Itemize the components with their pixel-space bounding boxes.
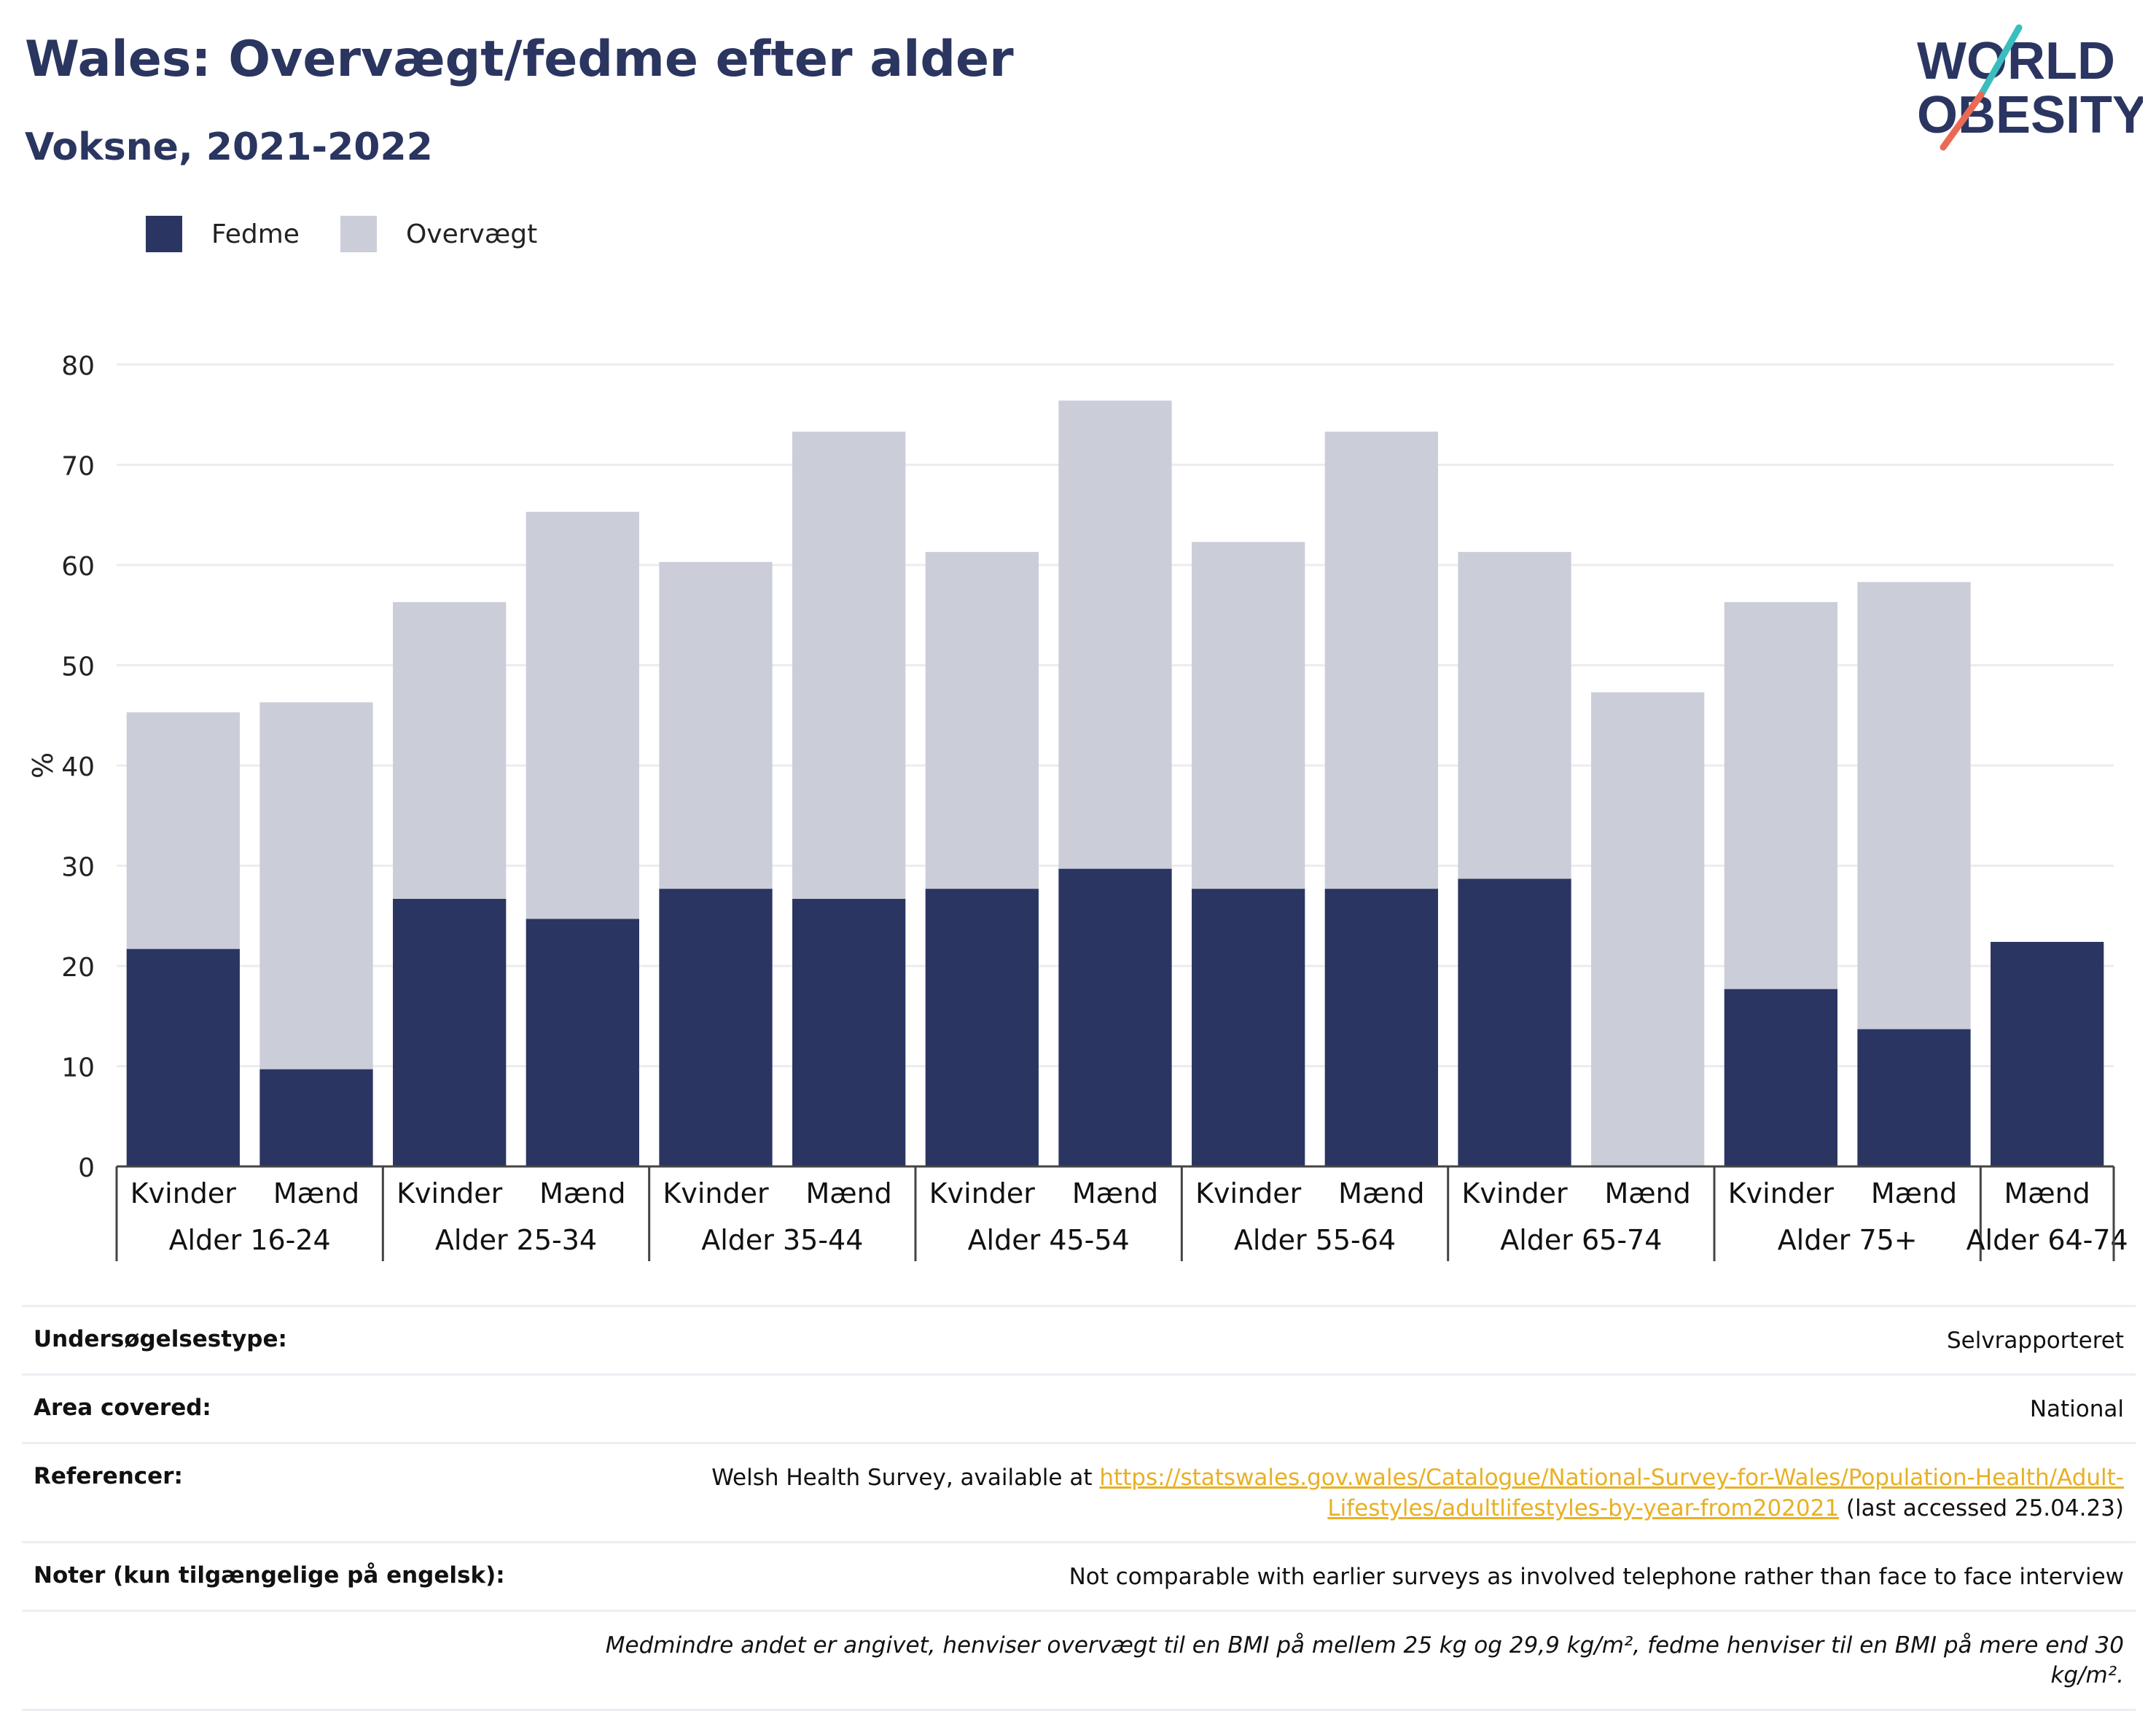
- x-tick-label: Kvinder: [1461, 1177, 1568, 1209]
- meta-row-references: Referencer: Welsh Health Survey, availab…: [22, 1442, 2136, 1540]
- y-tick-label: 70: [61, 452, 95, 482]
- group-label: Alder 16-24: [169, 1224, 331, 1256]
- bar-fedme: [259, 1069, 373, 1166]
- bar-fedme: [1991, 942, 2104, 1166]
- bar-fedme: [1324, 889, 1438, 1166]
- x-tick-label: Mænd: [806, 1177, 892, 1209]
- logo-slash-teal: [1977, 24, 2023, 98]
- bar-fedme: [925, 889, 1039, 1166]
- legend-label-fedme: Fedme: [211, 219, 300, 249]
- bar-overvaegt: [1591, 692, 1705, 1166]
- logo-slash-coral: [1940, 91, 1985, 151]
- meta-row-footnote: Medmindre andet er angivet, henviser ove…: [22, 1610, 2136, 1711]
- bar-overvaegt: [1724, 601, 1837, 989]
- bar-fedme: [1458, 878, 1571, 1166]
- group-label: Alder 45-54: [968, 1224, 1130, 1256]
- meta-key-survey-type: Undersøgelsestype:: [34, 1326, 287, 1352]
- x-tick-label: Kvinder: [1195, 1177, 1302, 1209]
- reference-suffix: (last accessed 25.04.23): [1839, 1494, 2124, 1521]
- bar-overvaegt: [1324, 432, 1438, 889]
- meta-row-notes: Noter (kun tilgængelige på engelsk): Not…: [22, 1540, 2136, 1610]
- group-label: Alder 25-34: [435, 1224, 597, 1256]
- x-tick-label: Mænd: [2004, 1177, 2090, 1209]
- reference-prefix: Welsh Health Survey, available at: [711, 1465, 1100, 1492]
- bar-overvaegt: [526, 512, 639, 919]
- y-axis-title: %: [27, 752, 59, 779]
- y-tick-label: 80: [61, 351, 95, 381]
- chart-title: Wales: Overvægt/fedme efter alder: [25, 31, 1014, 88]
- bar-fedme: [1192, 889, 1305, 1166]
- x-tick-label: Mænd: [1605, 1177, 1691, 1209]
- y-tick-label: 20: [61, 953, 95, 983]
- y-tick-label: 0: [78, 1153, 95, 1183]
- x-tick-label: Kvinder: [1728, 1177, 1835, 1209]
- bar-overvaegt: [1857, 582, 1971, 1029]
- meta-key-notes: Noter (kun tilgængelige på engelsk):: [34, 1562, 505, 1589]
- bar-overvaegt: [259, 702, 373, 1069]
- meta-value-area-covered: National: [2029, 1396, 2124, 1423]
- y-tick-label: 30: [61, 853, 95, 883]
- y-tick-label: 40: [61, 752, 95, 782]
- x-tick-label: Mænd: [1871, 1177, 1957, 1209]
- meta-key-references: Referencer:: [34, 1463, 183, 1490]
- bar-fedme: [659, 889, 773, 1166]
- bar-overvaegt: [1192, 542, 1305, 889]
- bar-chart: 0 10 20 30 40 50 60 70 80% Kvinder Mænd Kvinder Mænd…: [27, 351, 2128, 1261]
- meta-row-area-covered: Area covered: National: [22, 1373, 2136, 1442]
- bar-fedme: [792, 898, 906, 1166]
- metadata-table: Undersøgelsestype: Selvrapporteret Area …: [22, 1305, 2136, 1711]
- meta-value-notes: Not comparable with earlier surveys as i…: [1069, 1563, 2124, 1590]
- x-tick-label: Kvinder: [130, 1177, 237, 1209]
- group-label: Alder 75+: [1778, 1224, 1918, 1256]
- legend-swatch-overvaegt: [340, 216, 377, 252]
- y-tick-label: 10: [61, 1053, 95, 1083]
- bar-fedme: [393, 898, 507, 1166]
- group-label: Alder 64-74: [1966, 1224, 2128, 1256]
- y-tick-label: 60: [61, 552, 95, 582]
- x-tick-label: Kvinder: [663, 1177, 769, 1209]
- bar-fedme: [1058, 868, 1172, 1166]
- x-tick-label: Mænd: [1338, 1177, 1424, 1209]
- bar-overvaegt: [1058, 400, 1172, 869]
- meta-row-survey-type: Undersøgelsestype: Selvrapporteret: [22, 1305, 2136, 1373]
- legend-item-overvaegt: Overvægt: [340, 216, 537, 252]
- y-tick-label: 50: [61, 652, 95, 682]
- bar-overvaegt: [126, 712, 240, 949]
- meta-value-survey-type: Selvrapporteret: [1946, 1328, 2124, 1354]
- meta-key-area-covered: Area covered:: [34, 1395, 211, 1422]
- x-tick-label: Kvinder: [929, 1177, 1036, 1209]
- reference-link[interactable]: https://statswales.gov.wales/Catalogue/N…: [1099, 1465, 2124, 1521]
- chart-legend: Fedme Overvægt: [146, 216, 578, 252]
- x-tick-label: Mænd: [1072, 1177, 1158, 1209]
- legend-item-fedme: Fedme: [146, 216, 300, 252]
- bar-fedme: [1724, 989, 1837, 1166]
- x-tick-label: Mænd: [539, 1177, 625, 1209]
- meta-value-references: Welsh Health Survey, available at https:…: [557, 1463, 2124, 1523]
- x-tick-label: Kvinder: [397, 1177, 503, 1209]
- world-obesity-logo: WORLD OBESITY: [1917, 24, 2143, 151]
- bar-overvaegt: [1458, 552, 1571, 879]
- group-label: Alder 65-74: [1500, 1224, 1662, 1256]
- chart-subtitle: Voksne, 2021-2022: [25, 125, 433, 169]
- x-tick-label: Mænd: [273, 1177, 359, 1209]
- group-label: Alder 35-44: [701, 1224, 863, 1256]
- bar-fedme: [1857, 1029, 1971, 1166]
- legend-label-overvaegt: Overvægt: [405, 219, 538, 249]
- group-label: Alder 55-64: [1234, 1224, 1396, 1256]
- legend-swatch-fedme: [146, 216, 182, 252]
- bar-overvaegt: [792, 432, 906, 899]
- bar-overvaegt: [659, 561, 773, 889]
- bar-fedme: [126, 948, 240, 1166]
- bar-overvaegt: [393, 601, 507, 899]
- bar-overvaegt: [925, 552, 1039, 889]
- footnote-text: Medmindre andet er angivet, henviser ove…: [605, 1632, 2124, 1689]
- logo-word-world: WORLD: [1917, 32, 2115, 90]
- bar-fedme: [526, 919, 639, 1166]
